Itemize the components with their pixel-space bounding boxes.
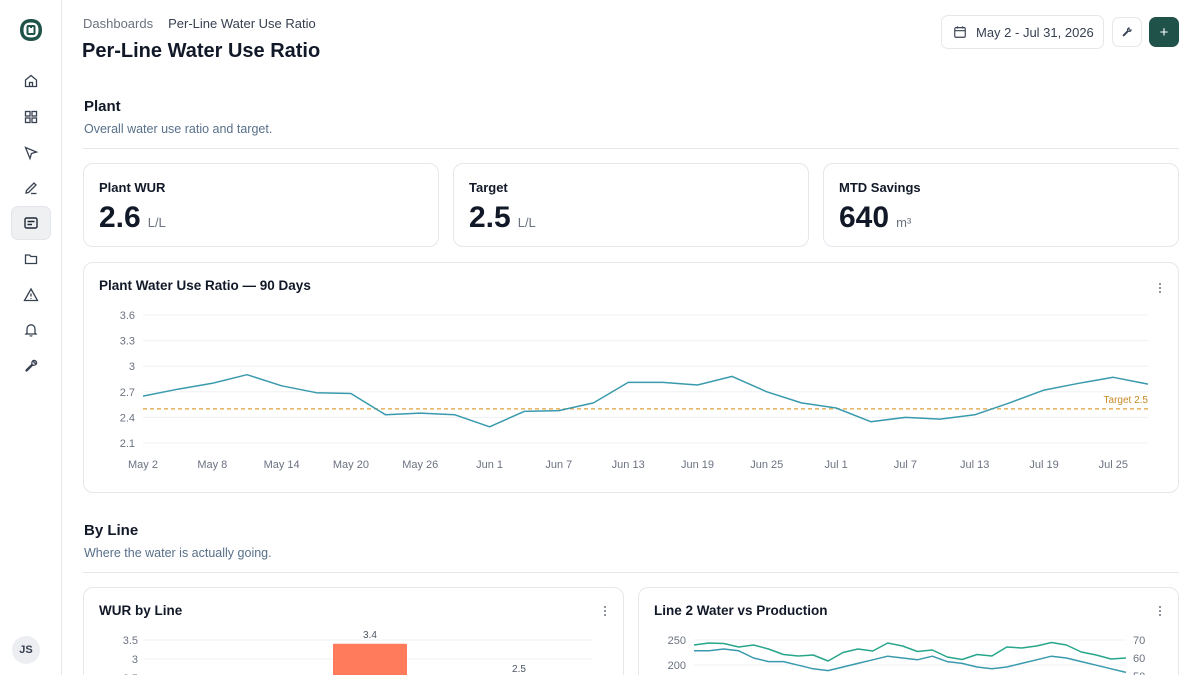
line2-water-card: Line 2 Water vs Production 250 200 70 60 50 bbox=[638, 587, 1179, 675]
nav-navigate[interactable] bbox=[11, 136, 51, 170]
kpi-value: 2.5 bbox=[469, 201, 511, 234]
nav-reports[interactable] bbox=[11, 206, 51, 240]
folder-icon bbox=[24, 254, 38, 265]
x-tick-label: May 2 bbox=[128, 459, 158, 471]
y-tick-label: 2.1 bbox=[120, 438, 135, 450]
x-tick-label: May 14 bbox=[264, 459, 300, 471]
line2-water-chart: 250 200 70 60 50 bbox=[668, 635, 1146, 675]
grid-icon bbox=[24, 110, 38, 124]
kpi-card-mtd-savings: MTD Savings 640 m³ bbox=[823, 163, 1179, 247]
by-line-section-title: By Line bbox=[84, 522, 139, 539]
app-logo[interactable] bbox=[18, 17, 44, 43]
kpi-unit: L/L bbox=[517, 215, 536, 230]
home-icon bbox=[24, 74, 38, 88]
kpi-card-plant-wur: Plant WUR 2.6 L/L bbox=[83, 163, 439, 247]
breadcrumb: Dashboards Per-Line Water Use Ratio bbox=[83, 16, 316, 31]
chart-menu-button[interactable] bbox=[1154, 280, 1166, 296]
pencil-icon bbox=[25, 182, 37, 195]
bar-label: 2.5 bbox=[512, 664, 526, 675]
y-tick-label: 3.5 bbox=[123, 635, 138, 647]
plant-section-title: Plant bbox=[84, 98, 121, 115]
page-title: Per-Line Water Use Ratio bbox=[82, 40, 321, 62]
bar bbox=[333, 643, 407, 675]
kpi-unit: m³ bbox=[896, 215, 912, 230]
plant-section-subtitle: Overall water use ratio and target. bbox=[84, 122, 273, 136]
breadcrumb-parent[interactable]: Dashboards bbox=[83, 16, 154, 31]
series-production-line bbox=[694, 648, 1127, 674]
y-tick-label: 3 bbox=[129, 361, 135, 373]
nav-tools[interactable] bbox=[11, 349, 51, 383]
x-tick-label: Jun 7 bbox=[545, 459, 572, 471]
x-tick-label: Jun 1 bbox=[476, 459, 503, 471]
wrench-icon bbox=[1122, 27, 1132, 37]
kpi-label: MTD Savings bbox=[839, 180, 921, 195]
y-tick-label: 3 bbox=[132, 654, 138, 666]
y-tick-label-left: 200 bbox=[668, 660, 686, 672]
wur-by-line-chart: 3.5 3 2.5 3.4 2.5 bbox=[123, 630, 592, 675]
chart-menu-button[interactable] bbox=[599, 603, 611, 619]
wrench-icon bbox=[25, 359, 38, 372]
series-line bbox=[142, 373, 1149, 428]
date-range-label: May 2 - Jul 31, 2026 bbox=[976, 24, 1094, 40]
nav-dashboards[interactable] bbox=[11, 100, 51, 134]
cursor-icon bbox=[24, 146, 39, 161]
chart-menu-button[interactable] bbox=[1154, 603, 1166, 619]
calendar-icon bbox=[954, 26, 966, 38]
y-tick-label: 3.6 bbox=[120, 310, 135, 322]
plant-wur-chart: 3.6 3.3 3 2.7 2.4 2.1 May 2 May 8 May 14 May 20 Ma… bbox=[120, 310, 1149, 471]
nav-alerts[interactable] bbox=[11, 278, 51, 312]
kpi-unit: L/L bbox=[147, 215, 166, 230]
kpi-label: Plant WUR bbox=[99, 180, 166, 195]
user-avatar[interactable]: JS bbox=[12, 636, 40, 664]
bell-icon bbox=[24, 324, 38, 337]
y-tick-label-left: 250 bbox=[668, 635, 686, 647]
y-tick-label: 2.4 bbox=[120, 412, 135, 424]
section-divider bbox=[83, 148, 1179, 149]
x-tick-label: Jun 13 bbox=[612, 459, 645, 471]
breadcrumb-current: Per-Line Water Use Ratio bbox=[168, 16, 316, 31]
wur-by-line-card: WUR by Line 3.5 3 2.5 3.4 2.5 bbox=[83, 587, 624, 675]
y-tick-label: 2.5 bbox=[123, 673, 138, 675]
y-tick-label-right: 50 bbox=[1133, 671, 1145, 675]
y-tick-label-right: 60 bbox=[1133, 653, 1145, 665]
list-icon bbox=[24, 217, 38, 229]
section-divider bbox=[83, 572, 1179, 573]
chart-title: Plant Water Use Ratio — 90 Days bbox=[99, 278, 311, 293]
kpi-card-target: Target 2.5 L/L bbox=[453, 163, 809, 247]
chart-title: Line 2 Water vs Production bbox=[654, 603, 828, 618]
x-tick-label: May 20 bbox=[333, 459, 369, 471]
x-tick-label: Jul 19 bbox=[1029, 459, 1058, 471]
nav-home[interactable] bbox=[11, 64, 51, 98]
kpi-label: Target bbox=[469, 180, 508, 195]
y-tick-label-right: 70 bbox=[1133, 635, 1145, 647]
target-label: Target 2.5 bbox=[1104, 395, 1149, 406]
kpi-value: 2.6 bbox=[99, 201, 141, 234]
y-tick-label: 2.7 bbox=[120, 387, 135, 399]
nav-notifications[interactable] bbox=[11, 313, 51, 347]
sidebar: JS bbox=[0, 0, 62, 675]
x-tick-label: Jul 1 bbox=[824, 459, 847, 471]
y-tick-label: 3.3 bbox=[120, 336, 135, 348]
chart-title: WUR by Line bbox=[99, 603, 183, 618]
nav-files[interactable] bbox=[11, 242, 51, 276]
x-tick-label: Jul 7 bbox=[894, 459, 917, 471]
x-tick-label: Jul 13 bbox=[960, 459, 989, 471]
kpi-value: 640 bbox=[839, 201, 890, 234]
bar-label: 3.4 bbox=[363, 630, 377, 641]
series-water-line bbox=[693, 641, 1127, 662]
date-range-picker[interactable]: May 2 - Jul 31, 2026 bbox=[941, 15, 1104, 49]
x-tick-label: Jun 19 bbox=[681, 459, 714, 471]
x-tick-label: May 26 bbox=[402, 459, 438, 471]
add-button[interactable]: + bbox=[1149, 17, 1179, 47]
logo-icon bbox=[20, 19, 42, 41]
x-tick-label: Jul 25 bbox=[1099, 459, 1128, 471]
x-tick-label: May 8 bbox=[197, 459, 227, 471]
by-line-section-subtitle: Where the water is actually going. bbox=[84, 546, 272, 560]
plant-wur-chart-card: Plant Water Use Ratio — 90 Days 3.6 3.3 3 2… bbox=[83, 262, 1179, 493]
nav-edit[interactable] bbox=[11, 171, 51, 205]
alert-icon bbox=[23, 287, 39, 302]
x-tick-label: Jun 25 bbox=[750, 459, 783, 471]
settings-button[interactable] bbox=[1112, 17, 1142, 47]
